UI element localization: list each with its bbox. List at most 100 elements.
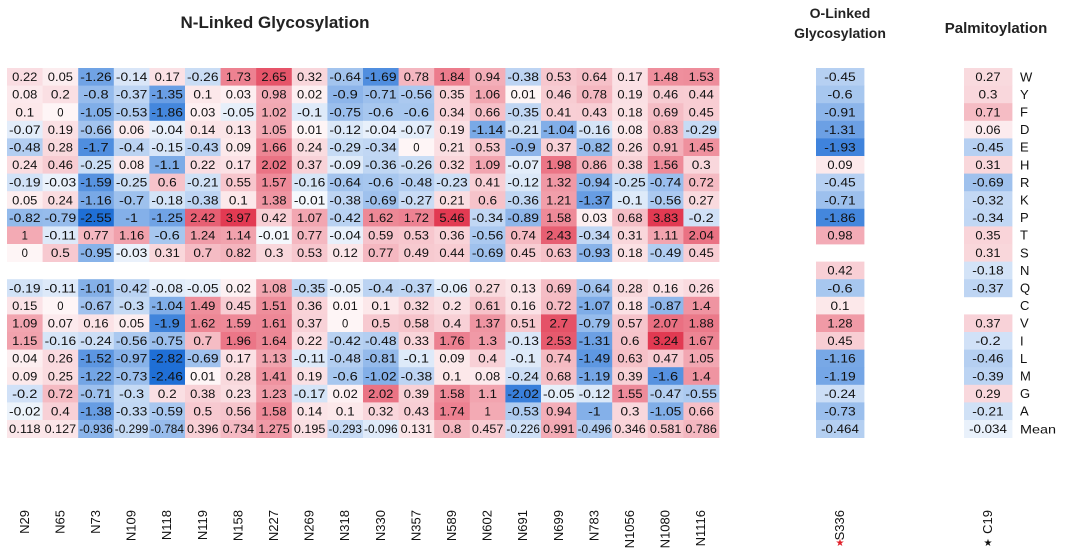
cell-value-label: -0.07 [9, 123, 41, 137]
heatmap-cell [7, 244, 43, 262]
heatmap-cell [505, 173, 542, 192]
cell-value-label: 0.13 [511, 281, 537, 295]
cell-value-label: 0.08 [617, 123, 643, 137]
cell-value-label: 0.94 [546, 405, 572, 419]
heatmap-cell [256, 156, 293, 174]
heatmap-cell [505, 208, 542, 227]
row-label: W [1020, 69, 1033, 84]
heatmap-cell [647, 138, 684, 157]
cell-value-label: 0.78 [404, 70, 430, 84]
cell-value-label: -0.21 [972, 405, 1004, 419]
heatmap-cell [576, 208, 613, 227]
cell-value-label: -1.86 [824, 211, 856, 225]
cell-value-label: 0.37 [546, 141, 572, 155]
cell-value-label: -0.56 [472, 229, 504, 243]
heatmap-cell [327, 173, 364, 192]
cell-value-label: 1.74 [439, 405, 465, 419]
cell-value-label: -0.79 [579, 317, 611, 331]
heatmap-cell [7, 332, 43, 350]
heatmap-cell [149, 191, 186, 210]
heatmap-cell [256, 138, 293, 157]
heatmap-cell [964, 279, 1013, 298]
cell-value-label: 0.25 [48, 369, 74, 383]
heatmap-cell [576, 120, 613, 139]
row-label: F [1020, 105, 1028, 120]
heatmap-cell [42, 384, 79, 403]
cell-value-label: 1.14 [226, 229, 252, 243]
cell-value-label: -0.6 [333, 369, 359, 383]
cell-value-label: -0.21 [507, 123, 539, 137]
cell-value-label: -0.05 [543, 387, 575, 401]
heatmap-cell [683, 103, 720, 122]
cell-value-label: -0.29 [685, 123, 717, 137]
cell-value-label: 0.27 [475, 281, 501, 295]
heatmap-cell [113, 296, 150, 315]
heatmap-cell [363, 120, 399, 139]
heatmap-cell [291, 384, 328, 403]
cell-value-label: 1.51 [261, 299, 287, 313]
heatmap-cell [434, 279, 471, 298]
heatmap-cell [149, 173, 186, 192]
heatmap-cell [505, 226, 542, 245]
heatmap-cell [256, 402, 293, 421]
cell-value-label: 0.41 [546, 105, 572, 119]
cell-value-label: -0.05 [329, 281, 361, 295]
heatmap-cell [816, 402, 865, 421]
row-label: D [1020, 122, 1029, 137]
cell-value-label: 1 [484, 405, 491, 419]
heatmap-cell [469, 349, 506, 368]
cell-value-label: 1.96 [226, 334, 252, 348]
heatmap-cell [363, 420, 399, 438]
heatmap-cell [434, 420, 471, 438]
row-label: M [1020, 369, 1031, 384]
heatmap-cell [683, 138, 720, 157]
heatmap-cell [647, 349, 684, 368]
heatmap-cell [964, 244, 1013, 262]
cell-value-label: -1.31 [824, 123, 856, 137]
cell-value-label: 0.43 [404, 405, 430, 419]
cell-value-label: -0.81 [365, 352, 397, 366]
heatmap-cell [398, 68, 435, 86]
heatmap-cell [291, 244, 328, 262]
column-label: N589 [444, 510, 459, 541]
heatmap-cell [185, 402, 221, 421]
heatmap-cell [647, 402, 684, 421]
cell-value-label: 0.6 [478, 193, 497, 207]
heatmap-cell [647, 68, 684, 86]
heatmap-cell [327, 191, 364, 210]
cell-value-label: -0.56 [650, 193, 682, 207]
heatmap-cell [964, 191, 1013, 210]
cell-value-label: 1.57 [261, 176, 287, 190]
heatmap-cell [78, 103, 115, 122]
heatmap-cell [683, 420, 720, 438]
heatmap-cell [185, 420, 221, 438]
cell-value-label: 0.32 [404, 299, 430, 313]
heatmap-cell [185, 244, 221, 262]
cell-value-label: 0.36 [297, 299, 323, 313]
heatmap-cell [964, 384, 1013, 403]
heatmap-cell [541, 103, 577, 122]
cell-value-label: 0.2 [158, 387, 177, 401]
cell-value-label: -0.71 [365, 88, 397, 102]
cell-value-label: -0.19 [9, 176, 41, 190]
cell-value-label: 1.58 [546, 211, 572, 225]
cell-value-label: 0.8 [443, 422, 462, 436]
cell-value-label: -0.04 [151, 123, 183, 137]
cell-value-label: 0.46 [546, 88, 572, 102]
heatmap-cell [576, 402, 613, 421]
heatmap-cell [505, 332, 542, 350]
heatmap-cell [469, 68, 506, 86]
column-label: N118 [159, 510, 174, 540]
cell-value-label: 1.07 [297, 211, 323, 225]
cell-value-label: -0.69 [187, 352, 219, 366]
heatmap-cell [469, 173, 506, 192]
cell-value-label: 0.03 [190, 105, 216, 119]
heatmap-cell [505, 279, 542, 298]
cell-value-label: -0.48 [9, 141, 41, 155]
cell-value-label: -0.07 [401, 123, 433, 137]
cell-value-label: -0.87 [650, 299, 682, 313]
cell-value-label: 0.58 [404, 317, 430, 331]
cell-value-label: 1.09 [12, 317, 38, 331]
cell-value-label: -0.45 [824, 70, 856, 84]
heatmap-cell [220, 226, 257, 245]
